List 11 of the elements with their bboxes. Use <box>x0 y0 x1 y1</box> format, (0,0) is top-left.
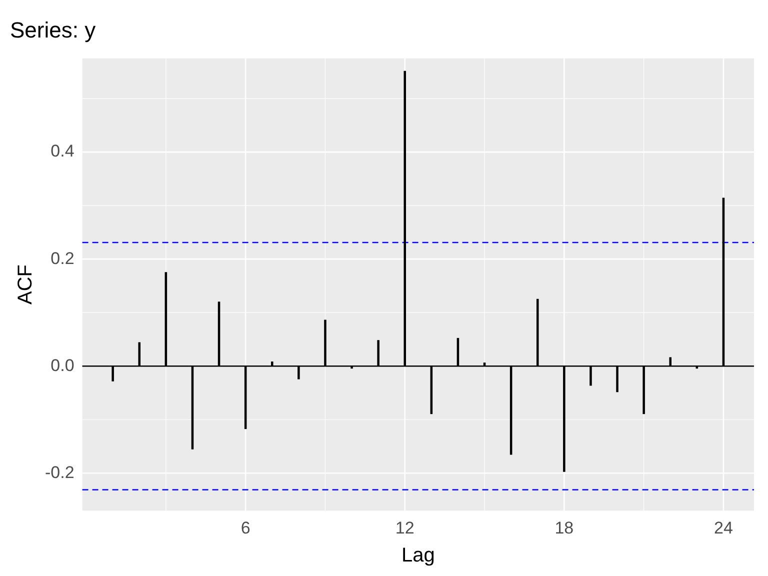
x-tick-label: 24 <box>714 518 733 538</box>
y-tick-label: 0.0 <box>50 356 74 375</box>
y-axis-title: ACF <box>14 264 37 304</box>
x-tick-label: 6 <box>240 518 250 538</box>
x-tick-label: 12 <box>395 518 414 538</box>
y-tick-label: 0.2 <box>50 248 74 268</box>
chart-title: Series: y <box>10 17 96 42</box>
x-tick-label: 18 <box>554 518 574 538</box>
y-tick-label: -0.2 <box>44 462 74 482</box>
y-tick-label: 0.4 <box>50 142 74 161</box>
x-axis-title: Lag <box>401 544 435 567</box>
